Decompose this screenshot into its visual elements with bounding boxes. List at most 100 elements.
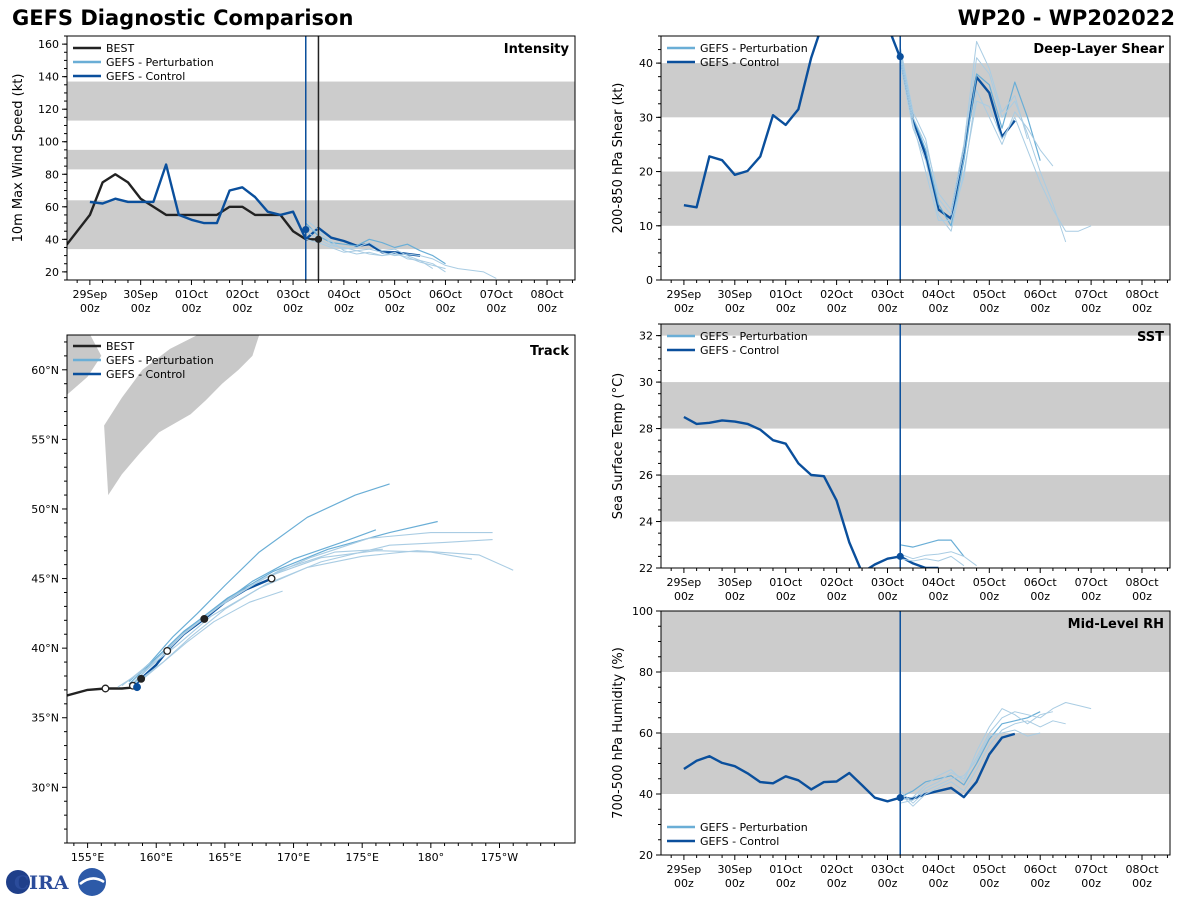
rh-xtick-label-hour: 00z [878, 877, 898, 890]
track-position-marker-4 [163, 646, 172, 655]
sst-xtick-label-day: 30Sep [717, 576, 752, 589]
shear-title: Deep-Layer Shear [1033, 42, 1164, 57]
shear-xtick-label-day: 04Oct [922, 288, 956, 301]
cira-logo: CIRA [6, 868, 106, 896]
shear-marker-0 [896, 53, 904, 61]
storm-id-title: WP20 - WP202022 [957, 6, 1175, 30]
sst-xtick-label-day: 03Oct [871, 576, 905, 589]
rh-band-0 [661, 733, 1170, 794]
rh-xtick-label-hour: 00z [1030, 877, 1050, 890]
shear-clipped [661, 36, 1170, 243]
sst-series-gefs-perturbation-4-0 [900, 555, 965, 567]
sst-xtick-label-day: 08Oct [1125, 576, 1159, 589]
track-position-marker-5 [200, 614, 209, 623]
shear-band-1 [661, 63, 1170, 118]
sst-legend-label-0: GEFS - Perturbation [700, 330, 808, 343]
sst-band-0 [661, 475, 1170, 522]
intensity-xtick-label-day: 07Oct [480, 288, 514, 301]
sst-marker-0 [896, 552, 904, 560]
shear-xtick-label-day: 07Oct [1075, 288, 1109, 301]
track-gefs-perturbation-6 [139, 590, 283, 683]
track-lon-label-5: 180° [418, 851, 445, 864]
intensity-xtick-label-day: 03Oct [277, 288, 311, 301]
intensity-xtick-label-hour: 00z [232, 302, 252, 315]
rh-xtick-label-hour: 00z [929, 877, 949, 890]
sst-xtick-label-day: 05Oct [973, 576, 1007, 589]
shear-xtick-label-day: 08Oct [1125, 288, 1159, 301]
shear-xtick-label-hour: 00z [929, 302, 949, 315]
shear-xtick-label-day: 03Oct [871, 288, 905, 301]
sst-ytick-label-2: 26 [639, 469, 653, 482]
intensity-series-gefs-perturbation-5-0 [305, 219, 434, 270]
intensity-band-2 [67, 81, 575, 121]
track-lon-label-6: 175°W [481, 851, 518, 864]
intensity-ytick-label-3: 80 [45, 168, 59, 181]
intensity-xtick-label-hour: 00z [537, 302, 557, 315]
sst-xtick-label-hour: 00z [979, 590, 999, 603]
cira-globe-icon [6, 870, 30, 894]
sst-xtick-label-day: 07Oct [1075, 576, 1109, 589]
sst-ytick-label-0: 22 [639, 562, 653, 575]
shear-panel: 29Sep00z30Sep00z01Oct00z02Oct00z03Oct00z… [611, 35, 1171, 315]
intensity-xtick-label-day: 05Oct [378, 288, 412, 301]
shear-xtick-label-day: 02Oct [820, 288, 854, 301]
intensity-xtick-label-hour: 00z [80, 302, 100, 315]
intensity-legend-label-1: GEFS - Perturbation [106, 56, 214, 69]
track-gefs-perturbation-2 [128, 483, 390, 683]
track-lat-label-0: 30°N [31, 781, 59, 794]
nesdis-emblem-icon [78, 868, 106, 896]
rh-band-1 [661, 611, 1170, 672]
shear-ytick-label-0: 0 [646, 274, 653, 287]
track-position-marker-0 [101, 684, 110, 693]
track-legend-label-1: GEFS - Perturbation [106, 354, 214, 367]
shear-xtick-label-hour: 00z [776, 302, 796, 315]
intensity-ytick-label-2: 60 [45, 201, 59, 214]
shear-ytick-label-1: 10 [639, 220, 653, 233]
rh-ytick-label-1: 40 [639, 788, 653, 801]
rh-plot-area: 29Sep00z30Sep00z01Oct00z02Oct00z03Oct00z… [611, 605, 1171, 890]
intensity-band-1 [67, 149, 575, 170]
intensity-xtick-label-day: 29Sep [72, 288, 107, 301]
shear-series-gefs-perturbation-5-0 [899, 57, 1054, 221]
landmass-sakhalin-coast [67, 335, 102, 395]
shear-xtick-label-hour: 00z [725, 302, 745, 315]
shear-xtick-label-day: 05Oct [973, 288, 1007, 301]
intensity-plot-area: 29Sep00z30Sep00z01Oct00z02Oct00z03Oct00z… [11, 35, 576, 315]
track-gefs-perturbation-7 [117, 550, 514, 688]
page-title: GEFS Diagnostic Comparison [12, 6, 354, 30]
shear-xtick-label-day: 29Sep [667, 288, 702, 301]
track-plot-area: 155°E 160°E 165°E 170°E 175°E 180° 175°W 30°N 35… [31, 334, 576, 864]
rh-xtick-label-day: 03Oct [871, 863, 905, 876]
shear-series-gefs-perturbation-3-0 [899, 63, 1092, 232]
sst-ytick-label-5: 32 [639, 330, 653, 343]
rh-xtick-label-day: 07Oct [1075, 863, 1109, 876]
rh-xtick-label-hour: 00z [674, 877, 694, 890]
sst-xtick-label-day: 04Oct [922, 576, 956, 589]
sst-plot-area: 29Sep00z30Sep00z01Oct00z02Oct00z03Oct00z… [611, 323, 1171, 603]
rh-series-gefs-control-0-0 [683, 732, 1016, 803]
intensity-series-gefs-perturbation-4-0 [305, 225, 446, 270]
track-position-marker-3 [137, 674, 146, 683]
shear-xtick-label-hour: 00z [827, 302, 847, 315]
track-lat-label-3: 45°N [31, 573, 59, 586]
sst-band-1 [661, 382, 1170, 429]
intensity-panel: 29Sep00z30Sep00z01Oct00z02Oct00z03Oct00z… [11, 35, 576, 315]
sst-ytick-label-3: 28 [639, 423, 653, 436]
shear-xtick-label-hour: 00z [1132, 302, 1152, 315]
sst-clipped [661, 324, 1170, 568]
rh-series-gefs-perturbation-1-0 [899, 711, 1041, 798]
intensity-xtick-label-day: 02Oct [226, 288, 260, 301]
intensity-ylabel: 10m Max Wind Speed (kt) [11, 74, 26, 243]
shear-legend-label-0: GEFS - Perturbation [700, 42, 808, 55]
sst-xtick-label-hour: 00z [1030, 590, 1050, 603]
rh-xtick-label-day: 05Oct [973, 863, 1007, 876]
shear-xtick-label-hour: 00z [1030, 302, 1050, 315]
intensity-xtick-label-day: 06Oct [429, 288, 463, 301]
rh-ylabel: 700-500 hPa Humidity (%) [611, 647, 626, 819]
intensity-legend-label-2: GEFS - Control [106, 70, 185, 83]
shear-ytick-label-3: 30 [639, 111, 653, 124]
track-gefs-perturbation-5 [135, 539, 493, 684]
rh-ytick-label-2: 60 [639, 727, 653, 740]
track-gefs-perturbation-10 [129, 532, 493, 687]
track-map-panel: 155°E 160°E 165°E 170°E 175°E 180° 175°W 30°N 35… [31, 334, 576, 864]
